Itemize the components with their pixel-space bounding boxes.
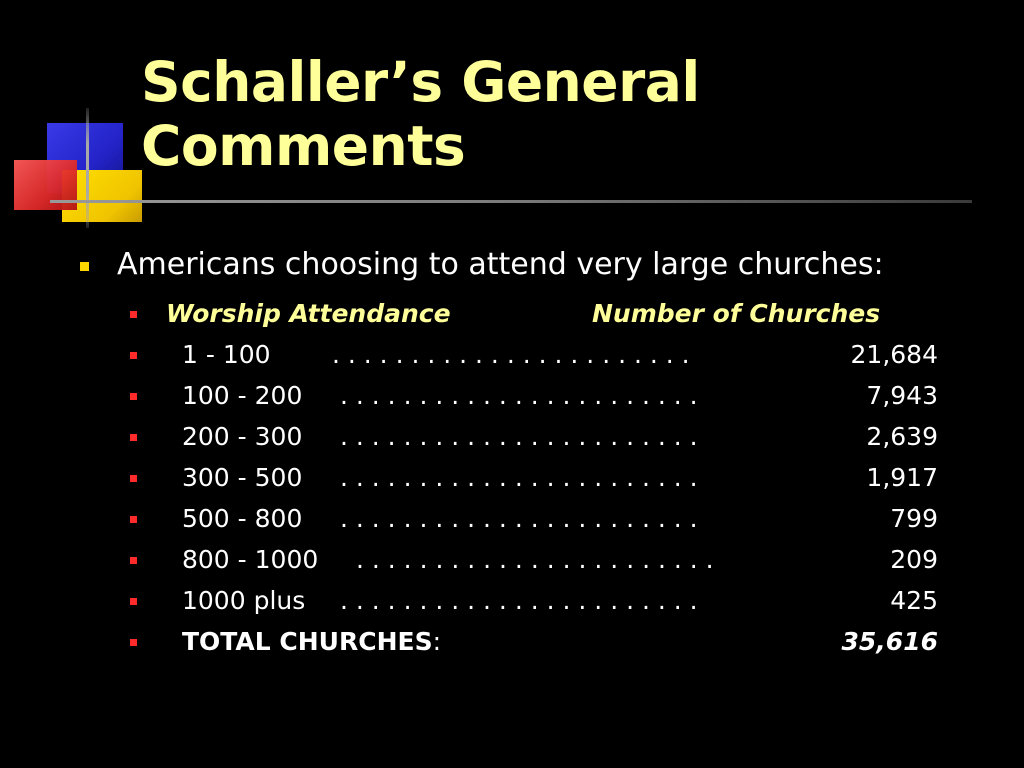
church-count: 7,943 [866, 381, 938, 410]
slide-title-line2: Comments [141, 114, 466, 178]
attendance-range: 1 - 100 [182, 340, 271, 369]
total-label-text: TOTAL CHURCHES [182, 627, 433, 656]
square-bullet-icon [130, 434, 137, 441]
square-bullet-icon [130, 393, 137, 400]
table-row: 500 - 800 . . . . . . . . . . . . . . . … [130, 498, 960, 539]
attendance-table: Worship Attendance Number of Churches 1 … [130, 293, 960, 662]
decor-vertical-line [86, 108, 89, 228]
square-bullet-icon [130, 311, 137, 318]
leader-dots: . . . . . . . . . . . . . . . . . . . . … [340, 586, 698, 615]
leader-dots: . . . . . . . . . . . . . . . . . . . . … [332, 340, 690, 369]
church-count: 799 [890, 504, 938, 533]
table-row: 800 - 1000 . . . . . . . . . . . . . . .… [130, 539, 960, 580]
header-number-of-churches: Number of Churches [592, 299, 881, 328]
total-label-colon: : [432, 627, 442, 656]
table-row: 200 - 300 . . . . . . . . . . . . . . . … [130, 416, 960, 457]
square-bullet-icon [130, 352, 137, 359]
attendance-range: 1000 plus [182, 586, 306, 615]
church-count: 2,639 [866, 422, 938, 451]
attendance-range: 800 - 1000 [182, 545, 319, 574]
attendance-range: 300 - 500 [182, 463, 303, 492]
total-value: 35,616 [841, 627, 938, 656]
table-row: 1 - 100 . . . . . . . . . . . . . . . . … [130, 334, 960, 375]
square-bullet-icon [130, 639, 137, 646]
leader-dots: . . . . . . . . . . . . . . . . . . . . … [356, 545, 714, 574]
table-row: 300 - 500 . . . . . . . . . . . . . . . … [130, 457, 960, 498]
title-divider-line [50, 200, 972, 203]
attendance-range: 200 - 300 [182, 422, 303, 451]
church-count: 21,684 [850, 340, 938, 369]
main-bullet-text: Americans choosing to attend very large … [117, 247, 884, 282]
attendance-range: 100 - 200 [182, 381, 303, 410]
square-bullet-icon [130, 475, 137, 482]
header-worship-attendance: Worship Attendance [166, 299, 451, 328]
total-row: TOTAL CHURCHES: 35,616 [130, 621, 960, 662]
leader-dots: . . . . . . . . . . . . . . . . . . . . … [340, 463, 698, 492]
slide-title: Schaller’s General Comments [141, 50, 700, 178]
slide-title-line1: Schaller’s General [141, 50, 700, 114]
leader-dots: . . . . . . . . . . . . . . . . . . . . … [340, 381, 698, 410]
church-count: 425 [890, 586, 938, 615]
table-header-row: Worship Attendance Number of Churches [130, 293, 960, 334]
total-label: TOTAL CHURCHES: [182, 621, 441, 662]
square-bullet-icon [130, 557, 137, 564]
square-bullet-icon [130, 516, 137, 523]
church-count: 209 [890, 545, 938, 574]
square-bullet-icon [130, 598, 137, 605]
square-bullet-icon [80, 262, 89, 271]
church-count: 1,917 [866, 463, 938, 492]
attendance-range: 500 - 800 [182, 504, 303, 533]
table-row: 1000 plus . . . . . . . . . . . . . . . … [130, 580, 960, 621]
table-row: 100 - 200 . . . . . . . . . . . . . . . … [130, 375, 960, 416]
leader-dots: . . . . . . . . . . . . . . . . . . . . … [340, 422, 698, 451]
leader-dots: . . . . . . . . . . . . . . . . . . . . … [340, 504, 698, 533]
